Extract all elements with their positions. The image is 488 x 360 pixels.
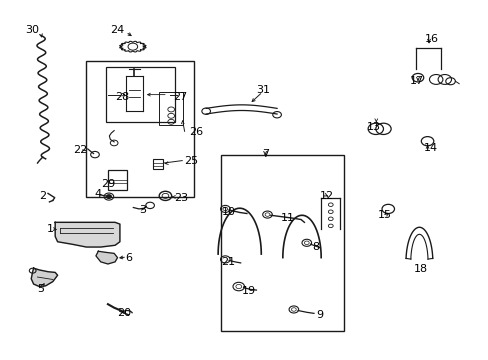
Text: 24: 24: [110, 25, 124, 35]
Bar: [105, 67, 175, 122]
Text: 5: 5: [37, 284, 44, 294]
Bar: [221, 155, 343, 331]
Text: 18: 18: [413, 264, 427, 274]
Text: 29: 29: [101, 179, 115, 189]
Text: 28: 28: [115, 92, 129, 102]
Text: 14: 14: [423, 143, 437, 153]
Text: 6: 6: [125, 253, 132, 262]
Text: 1: 1: [47, 224, 54, 234]
Text: 21: 21: [220, 257, 234, 267]
Bar: [153, 159, 163, 170]
Text: 23: 23: [174, 193, 188, 203]
Circle shape: [106, 195, 111, 198]
Text: 9: 9: [316, 310, 323, 320]
Text: 19: 19: [242, 286, 256, 296]
Polygon shape: [96, 251, 117, 264]
Text: 20: 20: [117, 309, 130, 318]
Polygon shape: [31, 268, 58, 287]
Text: 13: 13: [366, 122, 380, 132]
Bar: [108, 171, 127, 190]
Text: 15: 15: [377, 210, 391, 220]
Text: 4: 4: [95, 189, 102, 199]
Text: 22: 22: [73, 145, 87, 155]
Text: 31: 31: [256, 85, 270, 95]
Text: 10: 10: [221, 207, 235, 217]
Polygon shape: [55, 222, 120, 247]
Text: 8: 8: [311, 242, 318, 252]
Text: 27: 27: [172, 92, 186, 102]
Text: 30: 30: [26, 25, 40, 35]
Text: 11: 11: [280, 213, 294, 223]
Text: 25: 25: [184, 156, 198, 166]
Text: 2: 2: [39, 191, 46, 201]
Text: 26: 26: [189, 127, 203, 138]
Text: 3: 3: [139, 205, 146, 215]
Text: 17: 17: [409, 76, 423, 86]
Bar: [159, 92, 183, 125]
Text: 7: 7: [262, 149, 269, 158]
Text: 12: 12: [319, 191, 333, 201]
Text: 16: 16: [424, 34, 438, 44]
Bar: [86, 61, 194, 197]
